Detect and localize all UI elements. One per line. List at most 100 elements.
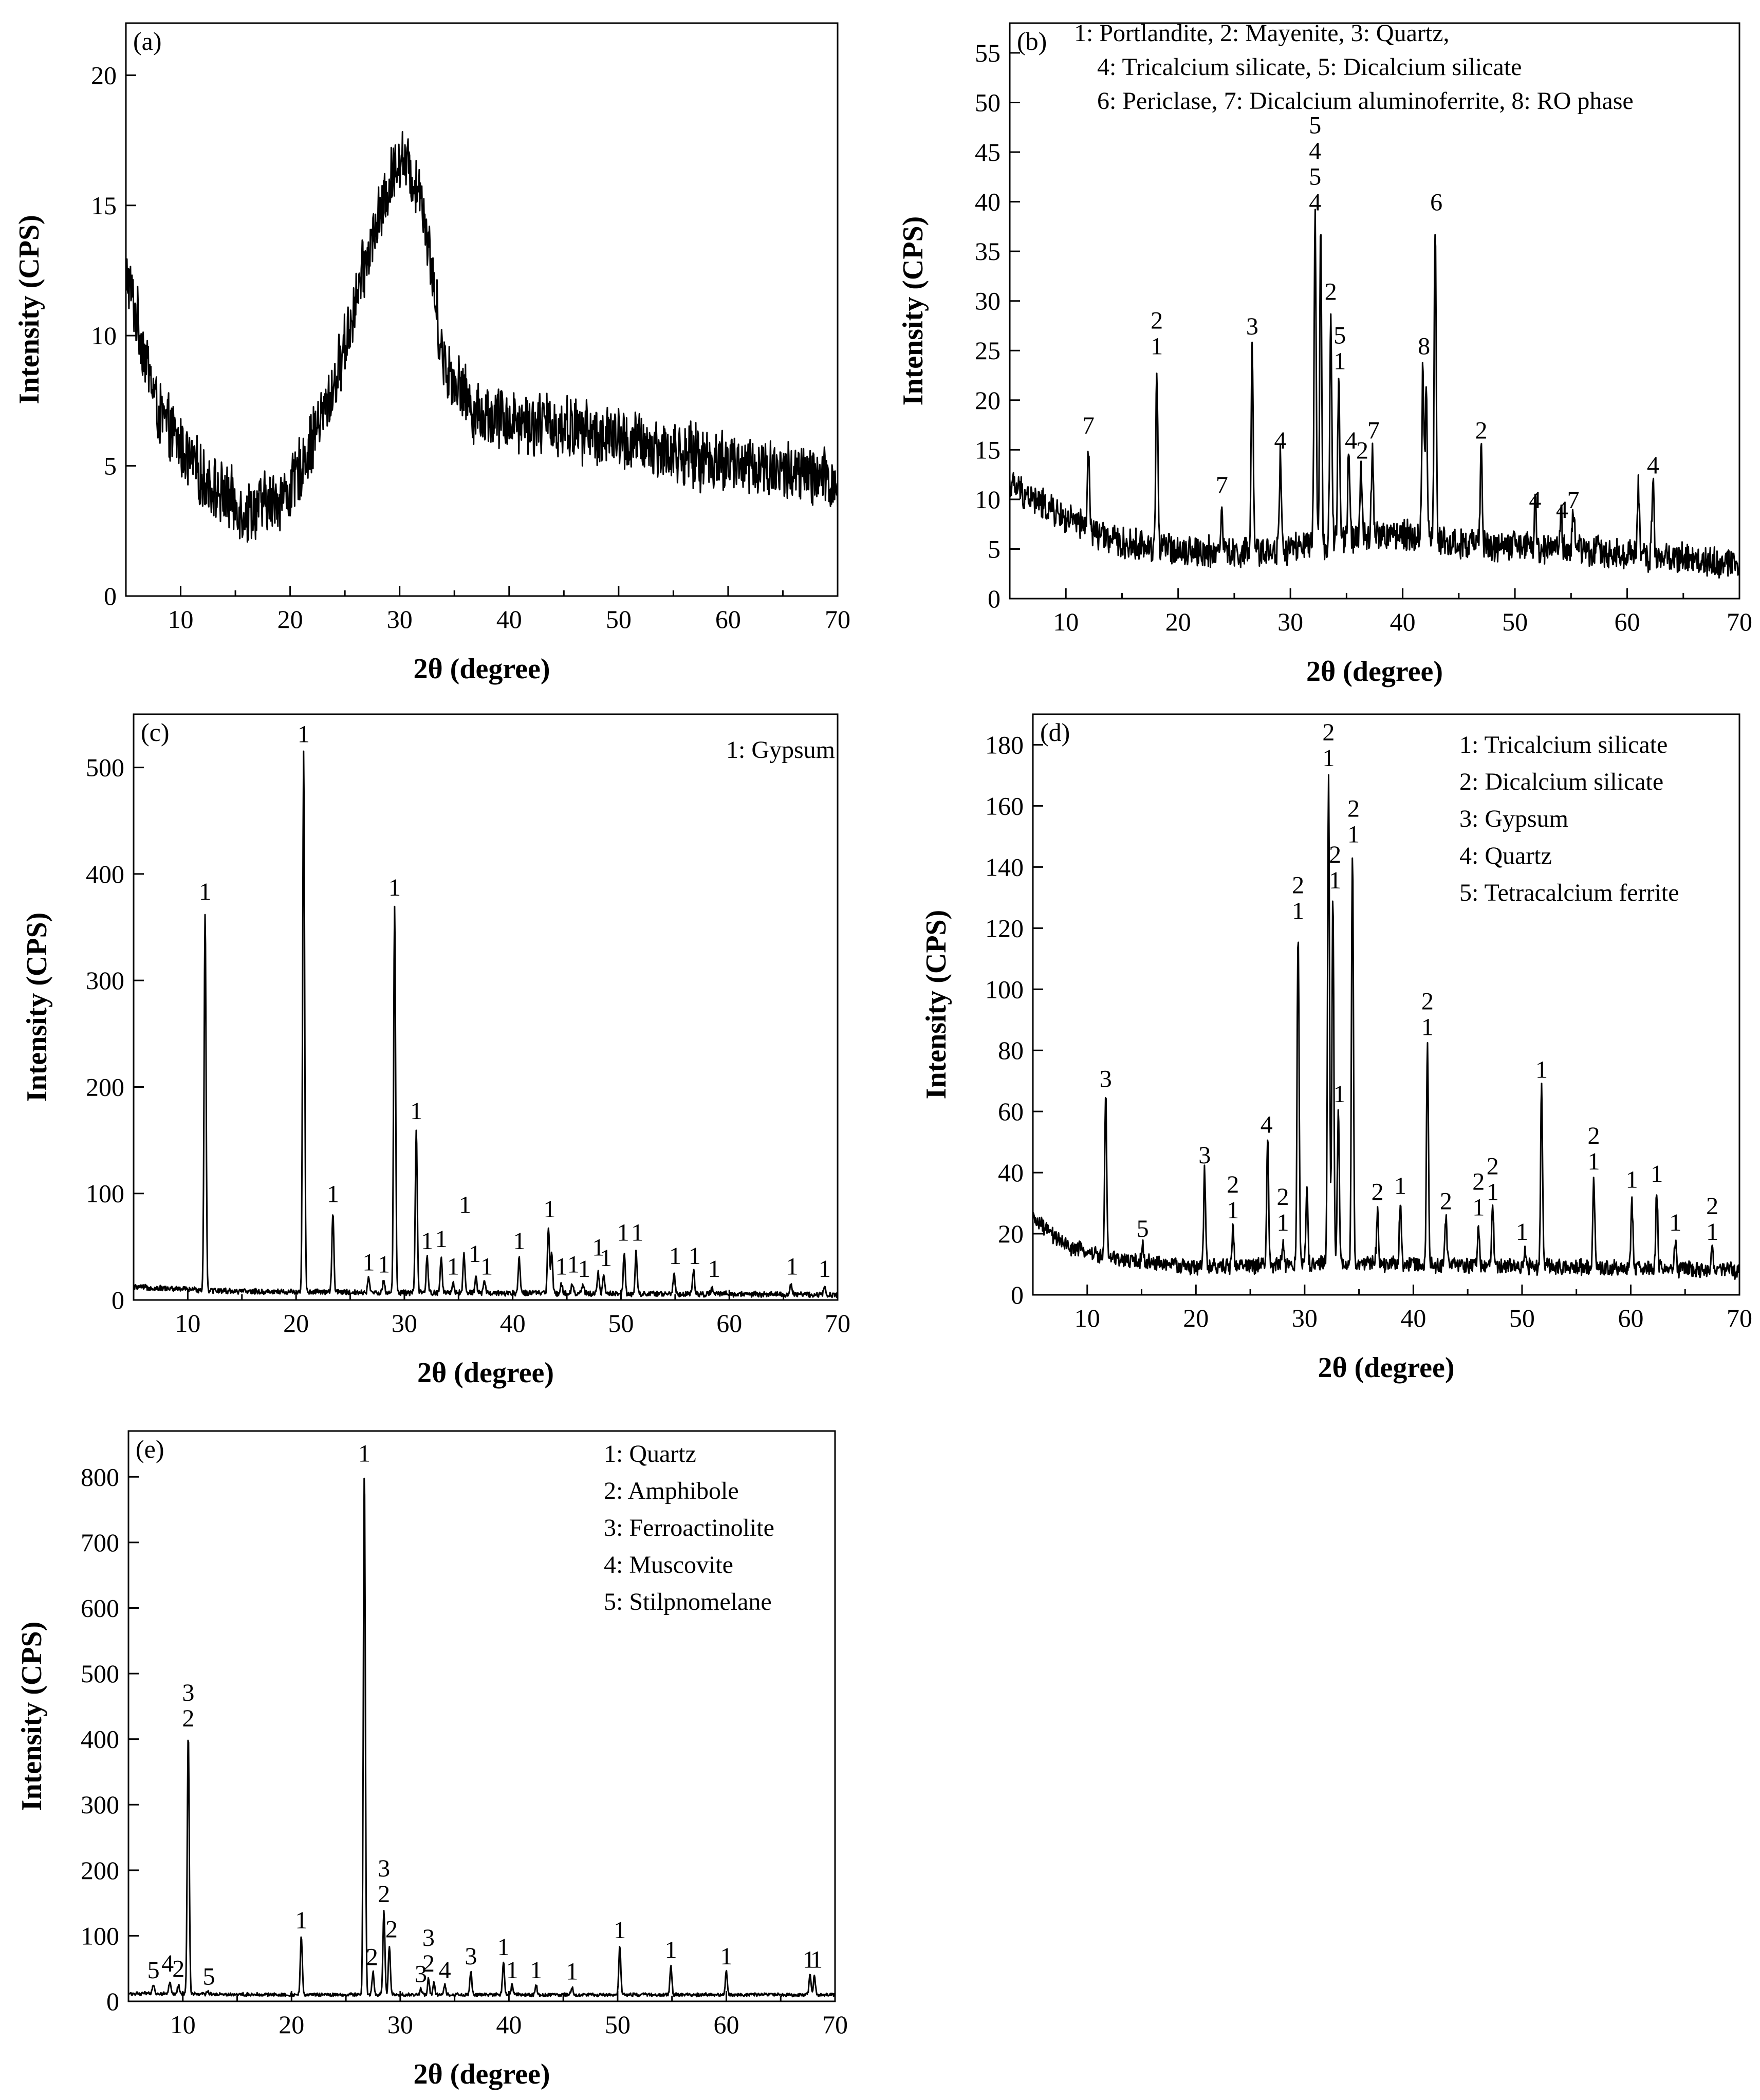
x-tick-label: 70 (825, 605, 850, 634)
peak-label: 2 (182, 1705, 194, 1732)
peak-label: 2 (1227, 1171, 1239, 1198)
peak-label: 1 (435, 1225, 448, 1253)
peak-label: 1 (665, 1936, 677, 1963)
peak-label: 7 (1082, 412, 1095, 439)
y-tick-label: 0 (106, 1987, 119, 2016)
x-tick-label: 10 (170, 2010, 196, 2039)
x-tick-label: 20 (1165, 607, 1191, 636)
peak-label: 2 (1421, 988, 1434, 1015)
x-tick-label: 10 (1053, 607, 1079, 636)
x-axis-title: 2θ (degree) (413, 653, 550, 685)
y-tick-label: 140 (985, 852, 1024, 881)
y-tick-label: 20 (91, 61, 117, 89)
peak-label: 4 (1309, 138, 1321, 165)
y-axis-title: Intensity (CPS) (920, 910, 952, 1100)
y-tick-label: 160 (985, 791, 1024, 820)
peak-label: 2 (1472, 1168, 1485, 1195)
peak-label: 1 (1329, 867, 1341, 894)
y-tick-label: 60 (998, 1097, 1024, 1126)
y-tick-label: 15 (91, 191, 117, 220)
x-tick-label: 50 (1509, 1304, 1535, 1332)
x-tick-label: 30 (387, 605, 413, 634)
peak-label: 1 (362, 1249, 375, 1276)
y-tick-label: 600 (81, 1593, 119, 1622)
panel-label: (d) (1040, 718, 1070, 747)
x-tick-label: 10 (168, 605, 194, 634)
y-tick-label: 0 (988, 584, 1001, 613)
peak-label: 2 (1347, 795, 1360, 823)
peak-label: 1 (1292, 897, 1304, 924)
peak-label: 1 (720, 1943, 732, 1970)
peak-label: 1 (1588, 1148, 1600, 1175)
y-tick-label: 80 (998, 1036, 1024, 1065)
peak-label: 1 (1394, 1173, 1406, 1200)
x-tick-label: 70 (825, 1309, 850, 1337)
y-tick-label: 400 (81, 1725, 119, 1754)
peak-label: 1 (1626, 1166, 1638, 1194)
panel-label: (c) (141, 718, 170, 747)
peak-label: 7 (1567, 487, 1580, 514)
peak-label: 1 (669, 1242, 681, 1270)
peak-label: 1 (592, 1234, 604, 1261)
x-tick-label: 30 (392, 1309, 417, 1337)
y-tick-label: 800 (81, 1462, 119, 1491)
peak-label: 2 (1292, 871, 1304, 899)
x-tick-label: 60 (1615, 607, 1640, 636)
peak-label: 2 (1440, 1187, 1452, 1215)
peak-label: 1 (578, 1255, 590, 1283)
x-tick-label: 60 (715, 605, 741, 634)
peak-label: 1 (1277, 1209, 1289, 1236)
y-tick-label: 30 (975, 287, 1001, 315)
legend-entry: 5: Tetracalcium ferrite (1459, 879, 1679, 906)
x-tick-label: 40 (1400, 1304, 1426, 1332)
peak-label: 1 (543, 1196, 555, 1223)
peak-label: 2 (366, 1943, 378, 1971)
y-tick-label: 180 (985, 730, 1024, 759)
y-tick-label: 15 (975, 435, 1001, 464)
x-tick-label: 30 (387, 2010, 413, 2039)
x-tick-label: 10 (1074, 1304, 1100, 1332)
y-tick-label: 500 (86, 753, 124, 782)
y-tick-label: 300 (86, 966, 124, 995)
panel-d: 10 20 30 40 50 60 70 0 20 40 60 80 100 120 140 160 180 2θ… (920, 713, 1752, 1384)
peak-label: 2 (1588, 1122, 1600, 1149)
x-tick-label: 50 (605, 2010, 631, 2039)
peak-label: 1 (1651, 1160, 1663, 1187)
peak-label: 4 (1529, 487, 1541, 514)
xrd-trace (1009, 209, 1740, 579)
peak-label: 2 (1329, 841, 1341, 868)
plot-frame (125, 22, 839, 597)
peak-label: 1 (1347, 821, 1360, 848)
panel-c: 10 20 30 40 50 60 70 0 100 200 300 400 500 2θ (degree… (21, 713, 850, 1389)
peak-label: 1 (617, 1219, 629, 1246)
legend-entry: 4: Muscovite (604, 1551, 733, 1578)
peak-label: 2 (1706, 1193, 1718, 1220)
peak-label: 1 (1322, 745, 1335, 772)
peak-label: 1 (1333, 348, 1346, 375)
peak-label: 1 (358, 1440, 370, 1467)
y-tick-label: 0 (1011, 1280, 1024, 1309)
x-tick-label: 40 (1390, 607, 1416, 636)
peak-label: 1 (1151, 333, 1163, 360)
x-tick-label: 50 (606, 605, 632, 634)
peak-label: 1 (378, 1251, 390, 1278)
y-tick-label: 400 (86, 860, 124, 888)
panel-label: (a) (133, 27, 162, 55)
plot-frame (133, 713, 839, 1301)
peak-label: 1 (327, 1181, 339, 1208)
peak-label: 3 (422, 1924, 435, 1952)
legend-entry: 1: Portlandite, 2: Mayenite, 3: Quartz, (1074, 20, 1450, 47)
peak-label: 1 (506, 1957, 518, 1984)
legend-entry: 4: Quartz (1459, 842, 1552, 869)
y-tick-label: 50 (975, 88, 1001, 117)
x-axis-title: 2θ (degree) (413, 2058, 550, 2090)
x-tick-label: 60 (1618, 1304, 1643, 1332)
y-axis-title: Intensity (CPS) (897, 216, 929, 406)
x-axis-title: 2θ (degree) (1306, 656, 1443, 687)
peak-label: 1 (819, 1255, 831, 1283)
peak-label: 1 (199, 878, 211, 905)
y-tick-label: 120 (985, 914, 1024, 942)
peak-label: 4 (439, 1957, 451, 1984)
legend-entry: 3: Ferroactinolite (604, 1514, 774, 1541)
